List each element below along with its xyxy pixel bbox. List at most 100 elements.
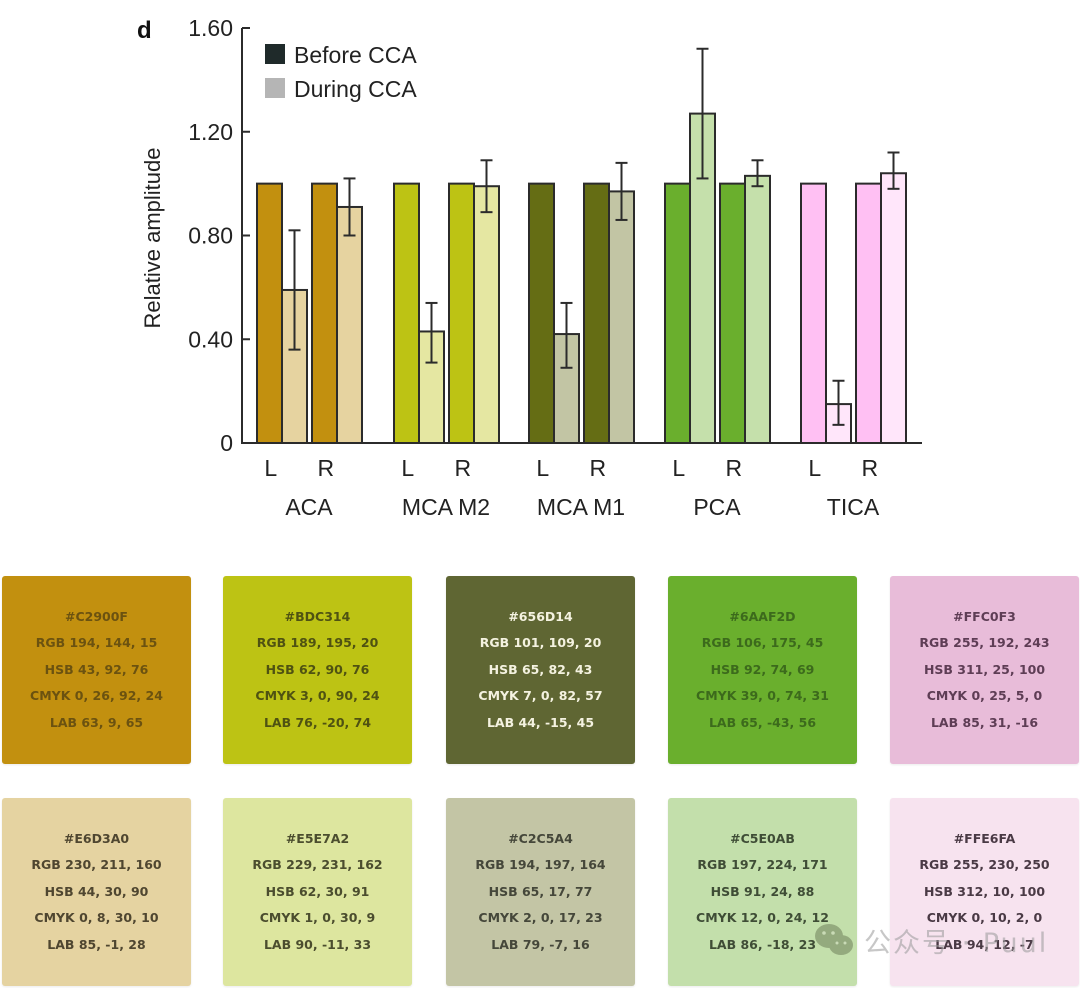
swatch-rgb: RGB 106, 175, 45 [701,635,824,651]
swatch-hsb: HSB 62, 30, 91 [265,883,370,899]
swatch-cmyk: CMYK 0, 26, 92, 24 [30,688,163,704]
bar-before-aca-L [256,182,283,444]
color-swatch: #E5E7A2 RGB 229, 231, 162 HSB 62, 30, 91 CM… [223,798,412,986]
side-label: L [536,455,549,481]
error-bar [480,159,493,214]
error-bar [288,229,301,351]
y-tick-label: 0.40 [188,326,233,352]
legend: Before CCA During CCA [265,42,417,102]
swatch-hex: #C5E0AB [730,830,795,846]
swatch-lab: LAB 85, -1, 28 [47,936,146,952]
swatch-cmyk: CMYK 1, 0, 30, 9 [259,910,376,926]
bar-during-pca-R [744,174,771,444]
swatch-hex: #BDC314 [284,608,351,624]
side-label: L [401,455,414,481]
bar-during-mca-m2-R [473,185,500,444]
swatch-cmyk: CMYK 12, 0, 24, 12 [696,910,829,926]
error-bar [832,379,845,426]
swatch-cmyk: CMYK 0, 25, 5, 0 [926,688,1043,704]
bar-before-mca-m1-L [528,182,555,444]
error-bar [696,47,709,180]
swatch-hsb: HSB 62, 90, 76 [265,661,370,677]
swatch-rgb: RGB 255, 230, 250 [919,857,1050,873]
swatch-lab: LAB 90, -11, 33 [263,936,372,952]
swatch-cmyk: CMYK 2, 0, 17, 23 [478,910,603,926]
swatch-hex: #FFE6FA [953,830,1016,846]
panel-letter: d [137,17,152,44]
swatch-rgb: RGB 197, 224, 171 [697,857,828,873]
swatch-hsb: HSB 311, 25, 100 [923,661,1046,677]
color-swatch: #FFC0F3 RGB 255, 192, 243 HSB 311, 25, 100… [890,576,1079,764]
swatch-cmyk: CMYK 39, 0, 74, 31 [696,688,829,704]
swatch-hex: #C2900F [65,608,128,624]
side-label: L [808,455,821,481]
swatch-lab: LAB 65, -43, 56 [708,714,817,730]
swatch-cmyk: CMYK 3, 0, 90, 24 [255,688,380,704]
swatch-rgb: RGB 194, 144, 15 [35,635,158,651]
side-label: R [317,455,334,481]
error-bar [560,301,573,369]
legend-label-before: Before CCA [294,42,417,68]
category-label: PCA [693,494,741,520]
swatch-lab: LAB 63, 9, 65 [49,714,144,730]
side-label: L [672,455,685,481]
y-tick-label: 1.60 [188,15,233,41]
swatch-hex: #C2C5A4 [508,830,573,846]
legend-label-during: During CCA [294,76,417,102]
swatch-rgb: RGB 229, 231, 162 [252,857,383,873]
swatch-lab: LAB 94, 12, -7 [935,936,1034,952]
bar-during-mca-m1-R [608,190,635,444]
bar-during-aca-R [336,205,363,444]
swatch-hsb: HSB 65, 82, 43 [488,661,593,677]
bar-before-mca-m2-L [393,182,420,444]
bar-before-mca-m2-R [448,182,475,444]
side-label: L [264,455,277,481]
watermark-text: 公众号 · Puul [864,927,1049,959]
swatch-lab: LAB 76, -20, 74 [263,714,372,730]
x-axis-labels: L R ACA L R MCA M2 L R MCA M1 L R PCA L R TICA [264,455,880,520]
swatch-hsb: HSB 91, 24, 88 [710,883,815,899]
y-tick-label: 0.80 [188,223,233,249]
error-bar [425,301,438,364]
swatch-rgb: RGB 230, 211, 160 [31,857,162,873]
swatch-hex: #FFC0F3 [953,608,1016,624]
y-tick-label: 1.20 [188,119,233,145]
category-label: MCA M1 [537,494,625,520]
error-bar [751,159,764,188]
swatch-hex: #6AAF2D [729,608,796,624]
bars [256,47,907,444]
swatch-hsb: HSB 92, 74, 69 [710,661,815,677]
y-axis-title: Relative amplitude [140,148,165,329]
legend-swatch-before [265,44,285,64]
swatch-lab: LAB 44, -15, 45 [486,714,595,730]
color-swatch: #BDC314 RGB 189, 195, 20 HSB 62, 90, 76 CMY… [223,576,412,764]
error-bar [887,151,900,190]
bar-before-pca-L [664,182,691,444]
swatch-cmyk: CMYK 0, 10, 2, 0 [926,910,1043,926]
category-label: MCA M2 [402,494,490,520]
swatch-hsb: HSB 65, 17, 77 [488,883,593,899]
bar-during-tica-R [880,172,907,444]
error-bar [343,177,356,237]
bar-before-pca-R [719,182,746,444]
color-swatch: #C5E0AB RGB 197, 224, 171 HSB 91, 24, 88 CM… [668,798,857,986]
swatch-hsb: HSB 44, 30, 90 [44,883,149,899]
color-swatch: #C2900F RGB 194, 144, 15 HSB 43, 92, 76 CMY… [2,576,191,764]
bar-before-mca-m1-R [583,182,610,444]
bar-before-tica-L [800,182,827,444]
swatch-lab: LAB 79, -7, 16 [491,936,590,952]
swatch-lab: LAB 86, -18, 23 [708,936,817,952]
swatch-rgb: RGB 194, 197, 164 [475,857,606,873]
side-label: R [725,455,742,481]
error-bar [615,161,628,221]
swatch-rgb: RGB 255, 192, 243 [919,635,1050,651]
legend-swatch-during [265,78,285,98]
side-label: R [861,455,878,481]
y-tick-label: 0 [220,430,233,456]
category-label: TICA [827,494,880,520]
swatch-hex: #E5E7A2 [285,830,350,846]
swatch-hex: #656D14 [508,608,573,624]
color-swatch: #C2C5A4 RGB 194, 197, 164 HSB 65, 17, 77 CM… [446,798,635,986]
side-label: R [454,455,471,481]
color-swatch: #656D14 RGB 101, 109, 20 HSB 65, 82, 43 CMY… [446,576,635,764]
